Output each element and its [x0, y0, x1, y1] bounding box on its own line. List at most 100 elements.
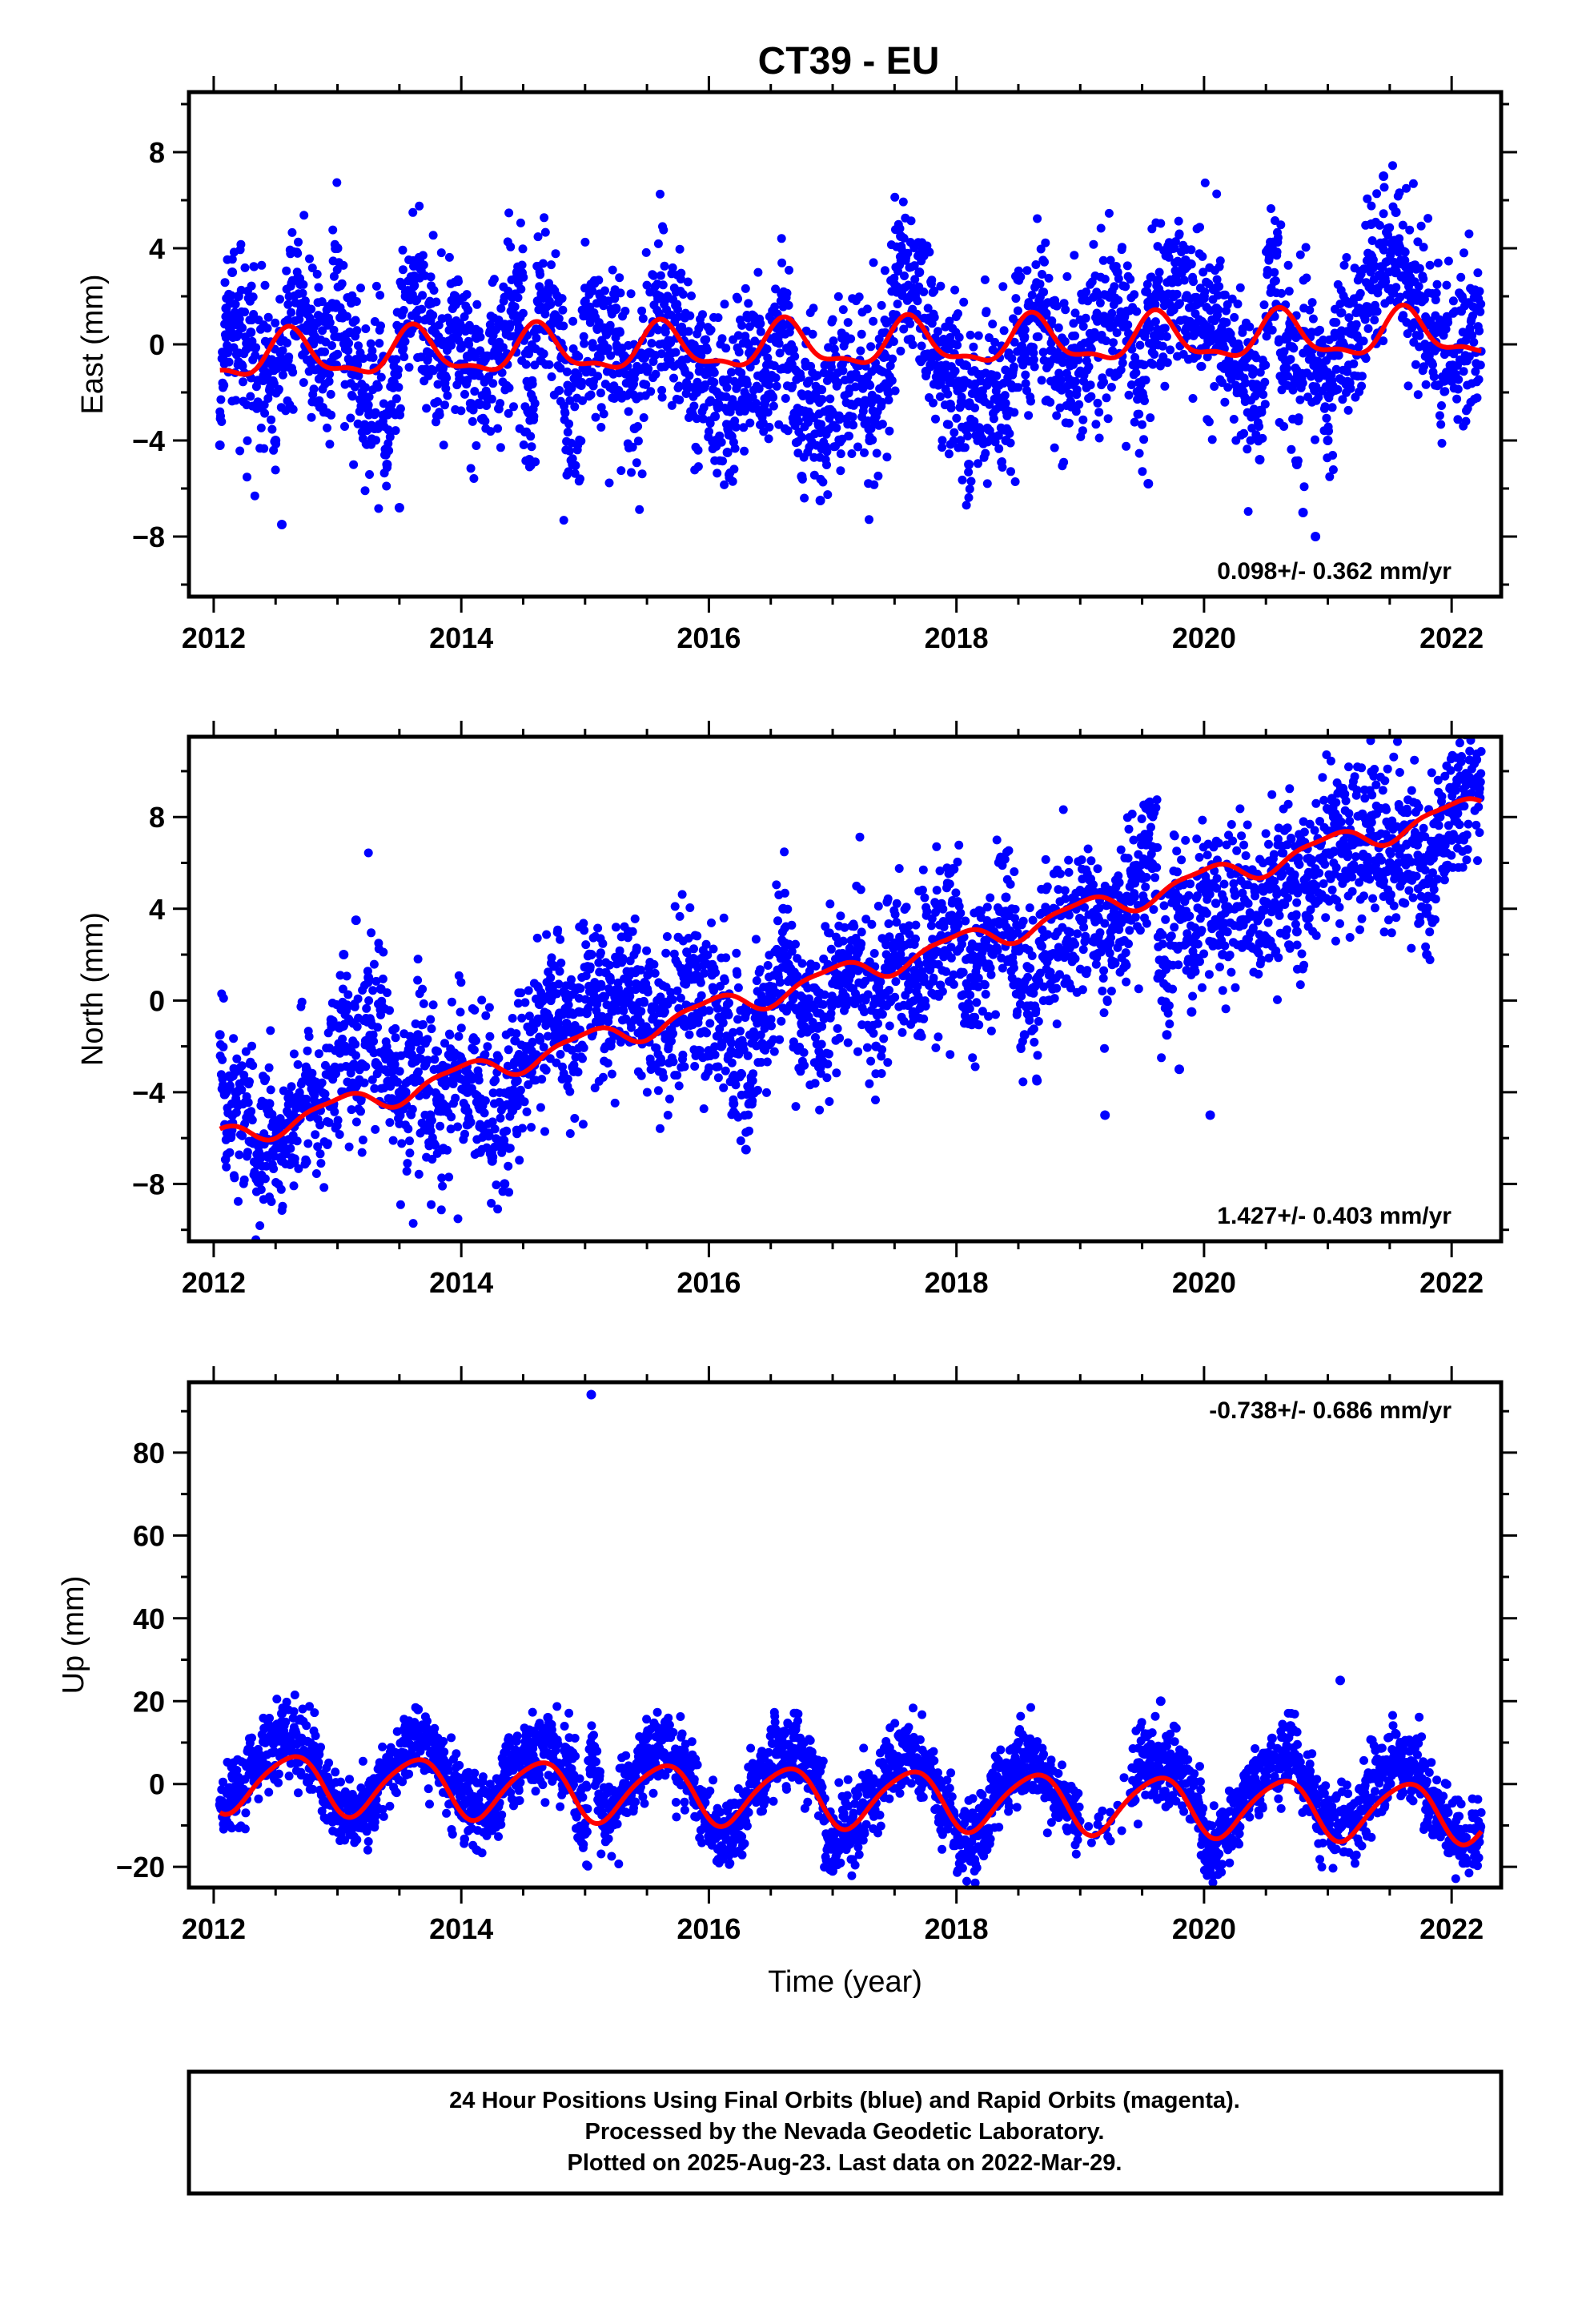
position-point	[605, 320, 615, 330]
position-point	[748, 1096, 757, 1106]
position-point	[1379, 238, 1389, 247]
position-point	[307, 328, 318, 337]
position-point	[379, 947, 388, 957]
position-point	[1405, 225, 1415, 235]
position-point	[1031, 260, 1041, 269]
position-point	[1307, 372, 1315, 381]
position-point	[278, 1201, 287, 1211]
position-point	[649, 271, 658, 280]
position-point	[274, 384, 283, 394]
position-point	[1041, 238, 1050, 247]
position-point	[516, 988, 526, 998]
position-point	[573, 1068, 583, 1077]
position-point	[227, 291, 236, 300]
position-point	[709, 986, 718, 995]
position-point	[799, 1047, 809, 1057]
position-point	[236, 239, 246, 249]
position-point	[1459, 367, 1468, 376]
position-point	[1415, 331, 1424, 340]
position-point	[610, 294, 620, 304]
position-point	[657, 392, 667, 402]
position-point	[1215, 282, 1224, 292]
position-point	[884, 396, 893, 404]
position-point	[697, 991, 706, 1000]
position-point	[251, 343, 261, 352]
position-point	[326, 389, 335, 399]
position-point	[1060, 336, 1070, 346]
position-point	[430, 1055, 440, 1064]
position-point	[1070, 308, 1080, 318]
position-point	[248, 292, 258, 302]
position-point	[866, 342, 876, 352]
position-point	[496, 443, 505, 452]
position-point	[756, 965, 765, 975]
position-point	[576, 983, 585, 993]
position-point	[1357, 372, 1367, 381]
position-point	[1038, 270, 1046, 279]
position-point	[938, 443, 947, 452]
position-point	[701, 380, 710, 389]
position-point	[749, 1069, 758, 1079]
position-point	[581, 971, 591, 980]
position-point	[1104, 208, 1114, 218]
position-point	[1021, 370, 1030, 380]
position-point	[293, 248, 303, 258]
position-point	[353, 419, 363, 428]
position-point	[763, 353, 773, 363]
position-point	[517, 260, 527, 270]
position-point	[428, 1000, 438, 1010]
position-point	[1107, 308, 1117, 318]
position-point	[485, 1031, 495, 1041]
position-point	[931, 414, 940, 424]
position-point	[413, 315, 423, 324]
position-point	[1223, 383, 1233, 392]
position-point	[218, 1055, 227, 1064]
position-point	[231, 396, 241, 405]
position-point	[397, 1139, 407, 1148]
position-point	[1419, 274, 1428, 283]
position-point	[456, 1023, 466, 1033]
position-point	[923, 304, 933, 313]
position-point	[351, 1039, 360, 1049]
position-point	[722, 383, 732, 392]
position-point	[724, 1010, 733, 1019]
position-point	[466, 464, 476, 473]
position-point	[1375, 220, 1384, 230]
position-point	[444, 1172, 454, 1182]
position-point	[418, 291, 428, 300]
position-point	[1327, 403, 1337, 412]
position-point	[1414, 282, 1423, 292]
position-point	[701, 939, 711, 949]
position-point	[1433, 258, 1443, 267]
position-point	[1210, 382, 1219, 391]
position-point	[1155, 292, 1166, 301]
position-point	[474, 1076, 484, 1085]
position-point	[1379, 209, 1388, 219]
position-point	[1197, 362, 1207, 371]
position-point	[1423, 214, 1433, 223]
position-point	[669, 373, 678, 383]
position-point	[1099, 377, 1109, 387]
position-point	[1021, 379, 1030, 388]
position-point	[1260, 400, 1270, 409]
position-point	[237, 1061, 247, 1071]
position-point	[783, 426, 793, 436]
position-point	[1351, 320, 1361, 329]
position-point	[367, 928, 376, 938]
position-point	[1040, 257, 1049, 267]
position-point	[249, 262, 259, 271]
position-point	[829, 336, 838, 346]
position-point	[533, 232, 543, 242]
position-point	[1388, 161, 1397, 171]
position-point	[685, 371, 694, 380]
position-point	[1134, 409, 1144, 419]
position-point	[359, 354, 368, 364]
position-point	[736, 1027, 745, 1036]
position-point	[416, 1076, 425, 1085]
position-point	[518, 308, 528, 318]
position-point	[1461, 416, 1471, 426]
position-point	[513, 999, 523, 1008]
position-point	[403, 1159, 412, 1168]
position-point	[656, 271, 665, 280]
position-point	[405, 1148, 415, 1158]
